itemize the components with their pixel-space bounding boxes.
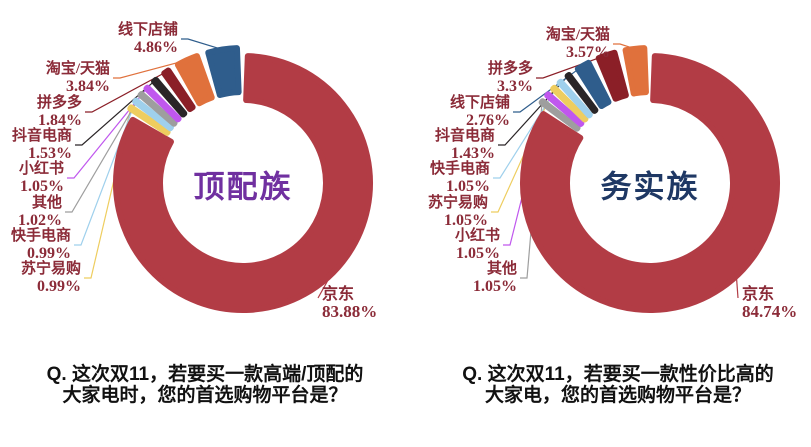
slice-name: 拼多多 [36, 95, 82, 111]
slice-percent: 83.88% [322, 302, 378, 321]
slice-name: 京东 [742, 286, 775, 303]
pie-slice-苏宁易购 [550, 84, 589, 123]
slice-percent: 1.05% [473, 278, 517, 295]
slice-name: 其他 [31, 195, 62, 211]
leader-line-线下店铺 [181, 38, 223, 51]
slice-name: 淘宝/天猫 [545, 27, 610, 43]
leader-line-淘宝/天猫 [113, 59, 188, 79]
slice-name: 线下店铺 [117, 22, 178, 38]
donut-slices [113, 45, 373, 313]
slice-percent: 1.05% [446, 178, 490, 195]
slice-label-京东: 京东 84.74% [742, 286, 797, 320]
slice-label-苏宁易购: 苏宁易购 1.05% [428, 195, 488, 229]
slice-label-苏宁易购: 苏宁易购 0.99% [21, 261, 81, 295]
slice-label-京东: 京东 83.88% [322, 286, 377, 320]
pie-slice-拼多多 [161, 67, 196, 113]
slice-name: 小红书 [454, 228, 500, 244]
slice-percent: 1.84% [38, 112, 82, 129]
slice-name: 小红书 [18, 161, 64, 177]
slice-percent: 84.74% [742, 302, 798, 321]
slice-name: 抖音电商 [434, 128, 495, 144]
slice-percent: 2.76% [466, 112, 510, 129]
slice-label-其他: 其他 1.02% [18, 195, 62, 229]
slice-label-小红书: 小红书 1.05% [455, 228, 500, 262]
pie-slice-小红书 [143, 84, 182, 123]
slice-label-淘宝/天猫: 淘宝/天猫 3.57% [546, 27, 610, 61]
slice-name: 苏宁易购 [20, 261, 81, 277]
slice-name: 快手电商 [429, 161, 490, 177]
slice-label-快手电商: 快手电商 0.99% [11, 228, 71, 262]
slice-name: 其他 [486, 261, 517, 277]
slice-name: 淘宝/天猫 [45, 61, 110, 77]
leader-line-拼多多 [85, 71, 167, 113]
slice-name: 拼多多 [487, 61, 533, 77]
slice-name: 苏宁易购 [427, 195, 488, 211]
slice-percent: 1.05% [20, 178, 64, 195]
pie-slice-抖音电商 [564, 72, 599, 114]
slice-label-小红书: 小红书 1.05% [19, 161, 64, 195]
leader-line-京东 [735, 277, 739, 299]
slice-label-线下店铺: 线下店铺 4.86% [118, 22, 178, 56]
leader-lines [65, 38, 331, 299]
slice-label-淘宝/天猫: 淘宝/天猫 3.84% [46, 61, 110, 95]
slice-label-拼多多: 拼多多 3.3% [488, 61, 533, 95]
pie-slice-苏宁易购 [127, 104, 171, 136]
slice-name: 线下店铺 [449, 95, 510, 111]
pie-slice-抖音电商 [151, 76, 188, 118]
slice-label-抖音电商: 抖音电商 1.53% [12, 128, 72, 162]
pie-slice-拼多多 [595, 49, 629, 102]
slice-percent: 0.99% [37, 278, 81, 295]
pie-slice-其他 [538, 98, 581, 132]
pie-slice-京东 [520, 53, 780, 313]
pie-slice-快手电商 [556, 78, 593, 119]
slice-label-拼多多: 拼多多 1.84% [37, 95, 82, 129]
leader-line-小红书 [67, 87, 148, 179]
pie-slice-快手电商 [132, 97, 174, 132]
leader-line-其他 [65, 94, 142, 213]
slice-percent: 1.02% [18, 212, 62, 229]
pie-slice-线下店铺 [574, 59, 612, 110]
slice-percent: 4.86% [134, 39, 178, 56]
slice-name: 京东 [322, 286, 355, 303]
slice-percent: 3.3% [497, 78, 533, 95]
slice-name: 快手电商 [10, 228, 71, 244]
pie-slice-其他 [137, 90, 178, 127]
pie-slice-线下店铺 [205, 45, 242, 99]
slice-percent: 1.05% [456, 245, 500, 262]
slice-label-线下店铺: 线下店铺 2.76% [450, 95, 510, 129]
slice-label-其他: 其他 1.05% [473, 261, 517, 295]
slice-percent: 0.99% [27, 245, 71, 262]
donut-slices [520, 45, 780, 313]
slice-label-抖音电商: 抖音电商 1.43% [435, 128, 495, 162]
slice-percent: 1.53% [28, 145, 72, 162]
leader-line-快手电商 [74, 100, 137, 246]
pie-slice-京东 [113, 53, 373, 313]
slice-percent: 3.84% [66, 78, 110, 95]
slice-percent: 1.05% [444, 212, 488, 229]
pie-slice-淘宝/天猫 [174, 53, 215, 107]
pie-slice-小红书 [544, 91, 585, 127]
pie-slice-淘宝/天猫 [622, 45, 649, 97]
slice-percent: 1.43% [451, 145, 495, 162]
leader-line-抖音电商 [75, 80, 156, 146]
slice-percent: 3.57% [566, 44, 610, 61]
slice-name: 抖音电商 [11, 128, 72, 144]
slice-label-快手电商: 快手电商 1.05% [430, 161, 490, 195]
